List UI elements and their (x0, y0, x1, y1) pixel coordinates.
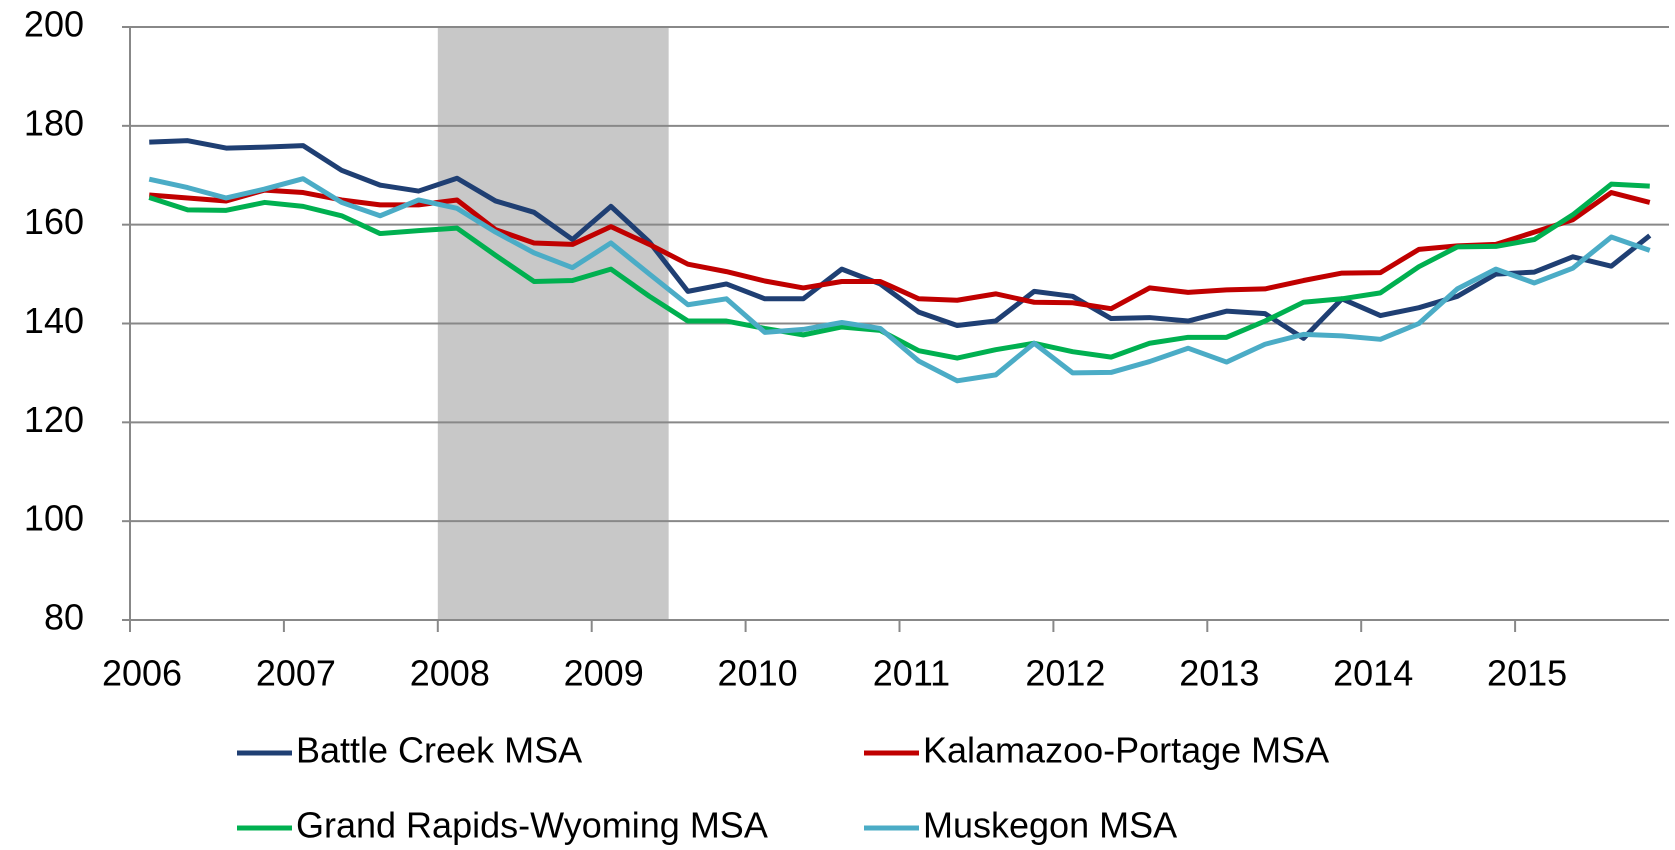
legend-label: Grand Rapids-Wyoming MSA (296, 805, 768, 846)
x-tick-label: 2006 (102, 653, 182, 694)
series-line (149, 187, 1651, 312)
x-tick-label: 2011 (873, 653, 950, 694)
x-tick-label: 2010 (718, 653, 798, 694)
y-tick-label: 80 (44, 597, 84, 638)
x-tick-label: 2015 (1487, 653, 1567, 694)
x-tick-label: 2014 (1333, 653, 1413, 694)
legend-label: Kalamazoo-Portage MSA (923, 730, 1329, 771)
y-tick-label: 160 (24, 201, 84, 242)
legend-label: Battle Creek MSA (296, 730, 582, 771)
x-tick-label: 2007 (256, 653, 336, 694)
y-tick-label: 140 (24, 300, 84, 341)
y-tick-label: 200 (24, 4, 84, 45)
x-tick-label: 2009 (564, 653, 644, 694)
series-line (148, 176, 1651, 384)
legend-label: Muskegon MSA (923, 805, 1177, 846)
y-tick-label: 100 (24, 498, 84, 539)
x-tick-label: 2013 (1179, 653, 1259, 694)
x-tick-label: 2012 (1025, 653, 1105, 694)
x-tick-label: 2008 (410, 653, 490, 694)
y-tick-label: 120 (24, 399, 84, 440)
series-line (149, 138, 1652, 341)
y-tick-label: 180 (24, 102, 84, 143)
series-line (148, 181, 1650, 361)
